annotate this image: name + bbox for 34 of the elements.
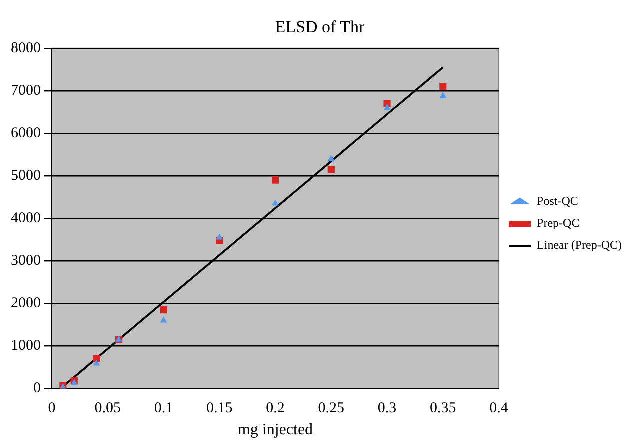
- y-tick-label: 2000: [11, 296, 41, 312]
- chart-title: ELSD of Thr: [275, 18, 366, 37]
- point: [328, 166, 335, 174]
- legend-label: Linear (Prep-QC): [537, 238, 622, 252]
- x-tick-label: 0.4: [490, 400, 509, 417]
- y-tick-label: 5000: [11, 168, 41, 184]
- x-tick-label: 0.05: [94, 400, 122, 417]
- y-tick-label: 6000: [11, 125, 41, 142]
- point: [160, 306, 168, 314]
- x-tick-label: 0.35: [430, 400, 456, 417]
- point: [272, 176, 280, 184]
- x-tick-label: 0.25: [318, 400, 345, 417]
- x-tick-label: 0.2: [266, 400, 285, 417]
- x-tick-label: 0.1: [154, 400, 174, 417]
- y-tick-label: 0: [34, 380, 41, 397]
- legend-label: Post-QC: [537, 194, 578, 208]
- point: [93, 360, 100, 366]
- y-tick-label: 7000: [11, 82, 41, 99]
- y-tick-label: 8000: [11, 40, 41, 56]
- point: [272, 200, 279, 206]
- point: [328, 155, 335, 162]
- point: [160, 316, 168, 323]
- point: [440, 83, 447, 90]
- point: [216, 234, 224, 240]
- point: [384, 104, 391, 110]
- x-axis-title: mg injected: [238, 422, 314, 439]
- x-tick-label: 0.15: [206, 400, 233, 417]
- y-tick-label: 1000: [11, 338, 41, 354]
- y-tick-label: 3000: [11, 253, 41, 270]
- y-tick-label: 4000: [11, 210, 41, 227]
- x-tick-label: 0.3: [378, 400, 397, 417]
- x-tick-label: 0: [48, 400, 56, 417]
- point: [440, 92, 447, 98]
- legend-label: Prep-QC: [537, 216, 580, 230]
